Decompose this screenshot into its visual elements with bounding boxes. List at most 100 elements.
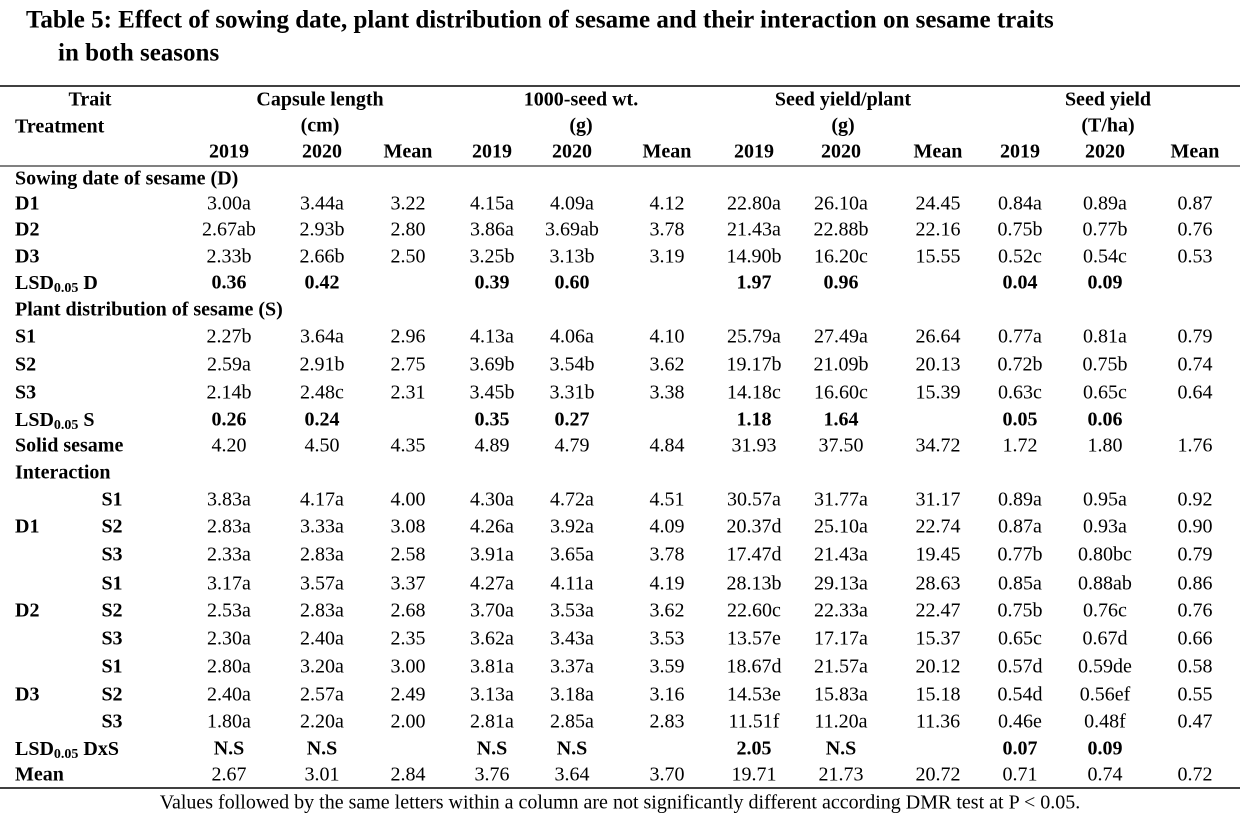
lsd-value: N.S — [477, 738, 508, 760]
cell: 21.57a — [814, 656, 868, 678]
trait-name: Capsule length — [256, 89, 383, 111]
lsd-text: LSD — [15, 272, 54, 294]
cell: 28.13b — [727, 573, 782, 595]
cell: 3.53a — [550, 600, 594, 622]
cell: 22.33a — [814, 600, 868, 622]
cell: 0.77a — [998, 326, 1042, 348]
section-title: Interaction — [15, 462, 111, 484]
cell: 3.43a — [550, 628, 594, 650]
cell: 4.13a — [470, 326, 514, 348]
cell: 3.62 — [650, 354, 685, 376]
lsd-label: LSD0.05 S — [15, 409, 95, 434]
cell: 3.38 — [650, 382, 685, 404]
column-header: 2020 — [821, 141, 861, 163]
cell: 19.17b — [727, 354, 782, 376]
cell: 4.30a — [470, 489, 514, 511]
cell: 2.20a — [300, 711, 344, 733]
cell: 0.64 — [1178, 382, 1213, 404]
row-label: S1 — [15, 326, 36, 348]
cell: 4.00 — [391, 489, 426, 511]
cell: 2.67 — [212, 764, 247, 786]
cell: 0.74 — [1088, 764, 1123, 786]
cell: 20.12 — [916, 656, 961, 678]
lsd-value: 0.42 — [305, 272, 340, 294]
row-label: D1 — [15, 193, 39, 215]
lsd-text: LSD — [15, 409, 54, 431]
cell: 3.33a — [300, 516, 344, 538]
cell: 3.01 — [305, 764, 340, 786]
cell: 0.75b — [1083, 354, 1128, 376]
lsd-label: LSD0.05 D — [15, 272, 98, 297]
cell: 20.13 — [916, 354, 961, 376]
cell: 25.79a — [727, 326, 781, 348]
cell: 3.91a — [470, 544, 514, 566]
cell: 0.71 — [1003, 764, 1038, 786]
lsd-label: LSD0.05 DxS — [15, 738, 119, 763]
row-label: S3 — [101, 544, 122, 566]
cell: 3.25b — [470, 246, 515, 268]
column-header: 2019 — [734, 141, 774, 163]
cell: 22.16 — [916, 219, 961, 241]
group-label: D3 — [15, 684, 39, 706]
cell: 2.81a — [470, 711, 514, 733]
cell: 31.77a — [814, 489, 868, 511]
cell: 0.55 — [1178, 684, 1213, 706]
column-header: 2019 — [472, 141, 512, 163]
cell: 2.30a — [207, 628, 251, 650]
cell: 34.72 — [916, 435, 961, 457]
row-label: S3 — [15, 382, 36, 404]
cell: 22.80a — [727, 193, 781, 215]
cell: 2.85a — [550, 711, 594, 733]
row-label: D2 — [15, 219, 39, 241]
cell: 0.95a — [1083, 489, 1127, 511]
column-header: 2020 — [552, 141, 592, 163]
cell: 0.46e — [998, 711, 1042, 733]
cell: 3.17a — [207, 573, 251, 595]
cell: 3.69ab — [545, 219, 599, 241]
cell: 2.40a — [207, 684, 251, 706]
lsd-value: 0.05 — [1003, 409, 1038, 431]
lsd-value: N.S — [214, 738, 245, 760]
cell: 14.53e — [727, 684, 781, 706]
cell: 3.54b — [550, 354, 595, 376]
cell: 4.09 — [650, 516, 685, 538]
row-label: S1 — [101, 573, 122, 595]
trait-name: Seed yield/plant — [775, 89, 911, 111]
cell: 3.86a — [470, 219, 514, 241]
lsd-sub: 0.05 — [54, 418, 79, 433]
cell: 11.20a — [814, 711, 867, 733]
cell: 0.67d — [1083, 628, 1128, 650]
trait-unit: (T/ha) — [1081, 115, 1134, 137]
cell: 4.17a — [300, 489, 344, 511]
cell: 0.58 — [1178, 656, 1213, 678]
cell: 19.45 — [916, 544, 961, 566]
cell: 15.18 — [916, 684, 961, 706]
cell: 16.20c — [814, 246, 868, 268]
cell: 26.64 — [916, 326, 961, 348]
column-header: 2020 — [302, 141, 342, 163]
cell: 2.80a — [207, 656, 251, 678]
group-label: D2 — [15, 600, 39, 622]
cell: 3.45b — [470, 382, 515, 404]
cell: 0.47 — [1178, 711, 1213, 733]
cell: 14.90b — [727, 246, 782, 268]
column-header: Mean — [643, 141, 692, 163]
cell: 4.89 — [475, 435, 510, 457]
cell: 2.35 — [391, 628, 426, 650]
cell: 31.17 — [916, 489, 961, 511]
footnote: Values followed by the same letters with… — [160, 792, 1081, 814]
cell: 0.89a — [998, 489, 1042, 511]
cell: 2.83a — [207, 516, 251, 538]
lsd-value: 0.35 — [475, 409, 510, 431]
cell: 19.71 — [732, 764, 777, 786]
cell: 3.00a — [207, 193, 251, 215]
cell: 24.45 — [916, 193, 961, 215]
cell: 17.47d — [727, 544, 782, 566]
lsd-value: 1.64 — [824, 409, 859, 431]
row-label: S2 — [101, 600, 122, 622]
column-header: Mean — [914, 141, 963, 163]
cell: 0.76 — [1178, 219, 1213, 241]
cell: 2.67ab — [202, 219, 256, 241]
row-label: Solid sesame — [15, 435, 123, 457]
